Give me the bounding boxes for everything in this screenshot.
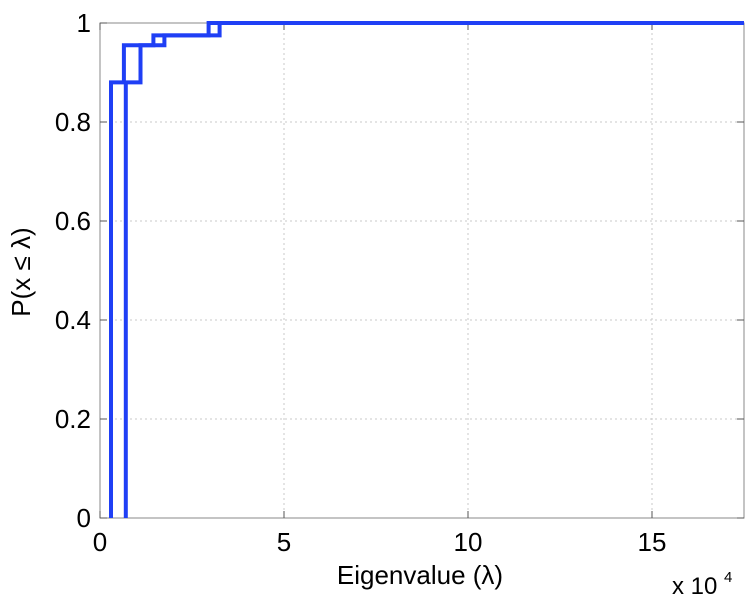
x-axis-exponent: x 10 4: [672, 569, 732, 600]
x-axis-exponent-power: 4: [724, 569, 732, 586]
cdf-series-line-2: [123, 21, 744, 518]
y-axis-label: P(x ≤ λ): [6, 227, 36, 316]
y-tick-label: 0.8: [55, 107, 91, 137]
y-tick-label: 0.6: [55, 206, 91, 236]
y-tick-label: 0.2: [55, 404, 91, 434]
x-axis-exponent-base: x 10: [672, 573, 717, 600]
axes: [99, 22, 745, 519]
series-lines: [109, 21, 744, 518]
y-tick-label: 0.4: [55, 305, 91, 335]
y-tick-label: 1: [77, 8, 91, 38]
plot-area: [99, 22, 745, 519]
x-axis-label: Eigenvalue (λ): [337, 560, 503, 590]
grid-lines: [100, 23, 744, 518]
x-tick-label: 10: [454, 527, 483, 557]
x-tick-label: 5: [277, 527, 291, 557]
y-tick-label: 0: [77, 503, 91, 533]
cdf-series-line-1: [109, 21, 744, 518]
tick-labels: 0 5 10 15 0 0.2 0.4 0.6 0.8 1: [55, 8, 667, 557]
x-tick-label: 15: [638, 527, 667, 557]
x-tick-label: 0: [93, 527, 107, 557]
